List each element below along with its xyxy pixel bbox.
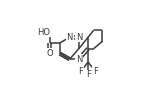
Text: N: N — [76, 55, 82, 64]
Text: N: N — [76, 33, 82, 42]
Text: F: F — [93, 67, 98, 76]
Text: O: O — [46, 49, 53, 58]
Text: N: N — [66, 33, 73, 42]
Text: F: F — [86, 70, 91, 79]
Text: HO: HO — [37, 28, 50, 37]
Text: F: F — [78, 67, 83, 76]
